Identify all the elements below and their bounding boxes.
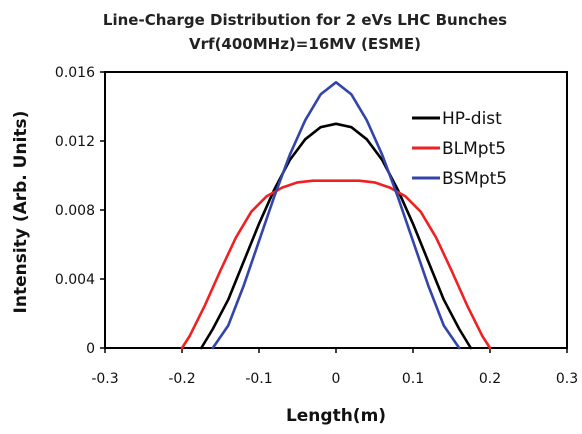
series-line-blmpt5 (180, 179, 492, 350)
series-line-bsmpt5 (211, 81, 461, 350)
x-axis-ticks: -0.3 -0.2 -0.1 0 0.1 0.2 0.3 (91, 348, 578, 387)
y-axis-ticks: 0 0.004 0.008 0.012 0.016 (55, 65, 105, 357)
x-tick-label: 0.2 (479, 371, 501, 387)
x-tick-label: -0.1 (245, 371, 272, 387)
chart-subtitle: Vrf(400MHz)=16MV (ESME) (189, 35, 421, 53)
legend: HP-dist BLMpt5 BSMpt5 (412, 109, 507, 189)
x-tick-label: 0.1 (402, 371, 424, 387)
x-tick-label: 0 (332, 371, 341, 387)
legend-label: BSMpt5 (442, 169, 507, 189)
y-axis-label: Intensity (Arb. Units) (11, 111, 31, 314)
chart-title: Line-Charge Distribution for 2 eVs LHC B… (103, 11, 507, 29)
x-tick-label: 0.3 (556, 371, 578, 387)
y-tick-label: 0.004 (55, 272, 95, 288)
x-tick-label: -0.3 (91, 371, 118, 387)
legend-label: BLMpt5 (442, 139, 506, 159)
y-tick-label: 0.012 (55, 134, 95, 150)
x-axis-label: Length(m) (286, 406, 386, 426)
y-tick-label: 0.008 (55, 203, 95, 219)
x-tick-label: -0.2 (168, 371, 195, 387)
y-tick-label: 0.016 (55, 65, 95, 81)
y-tick-label: 0 (86, 341, 95, 357)
legend-label: HP-dist (442, 109, 502, 129)
series-lines (180, 81, 492, 350)
series-line-hp-dist (200, 122, 473, 350)
